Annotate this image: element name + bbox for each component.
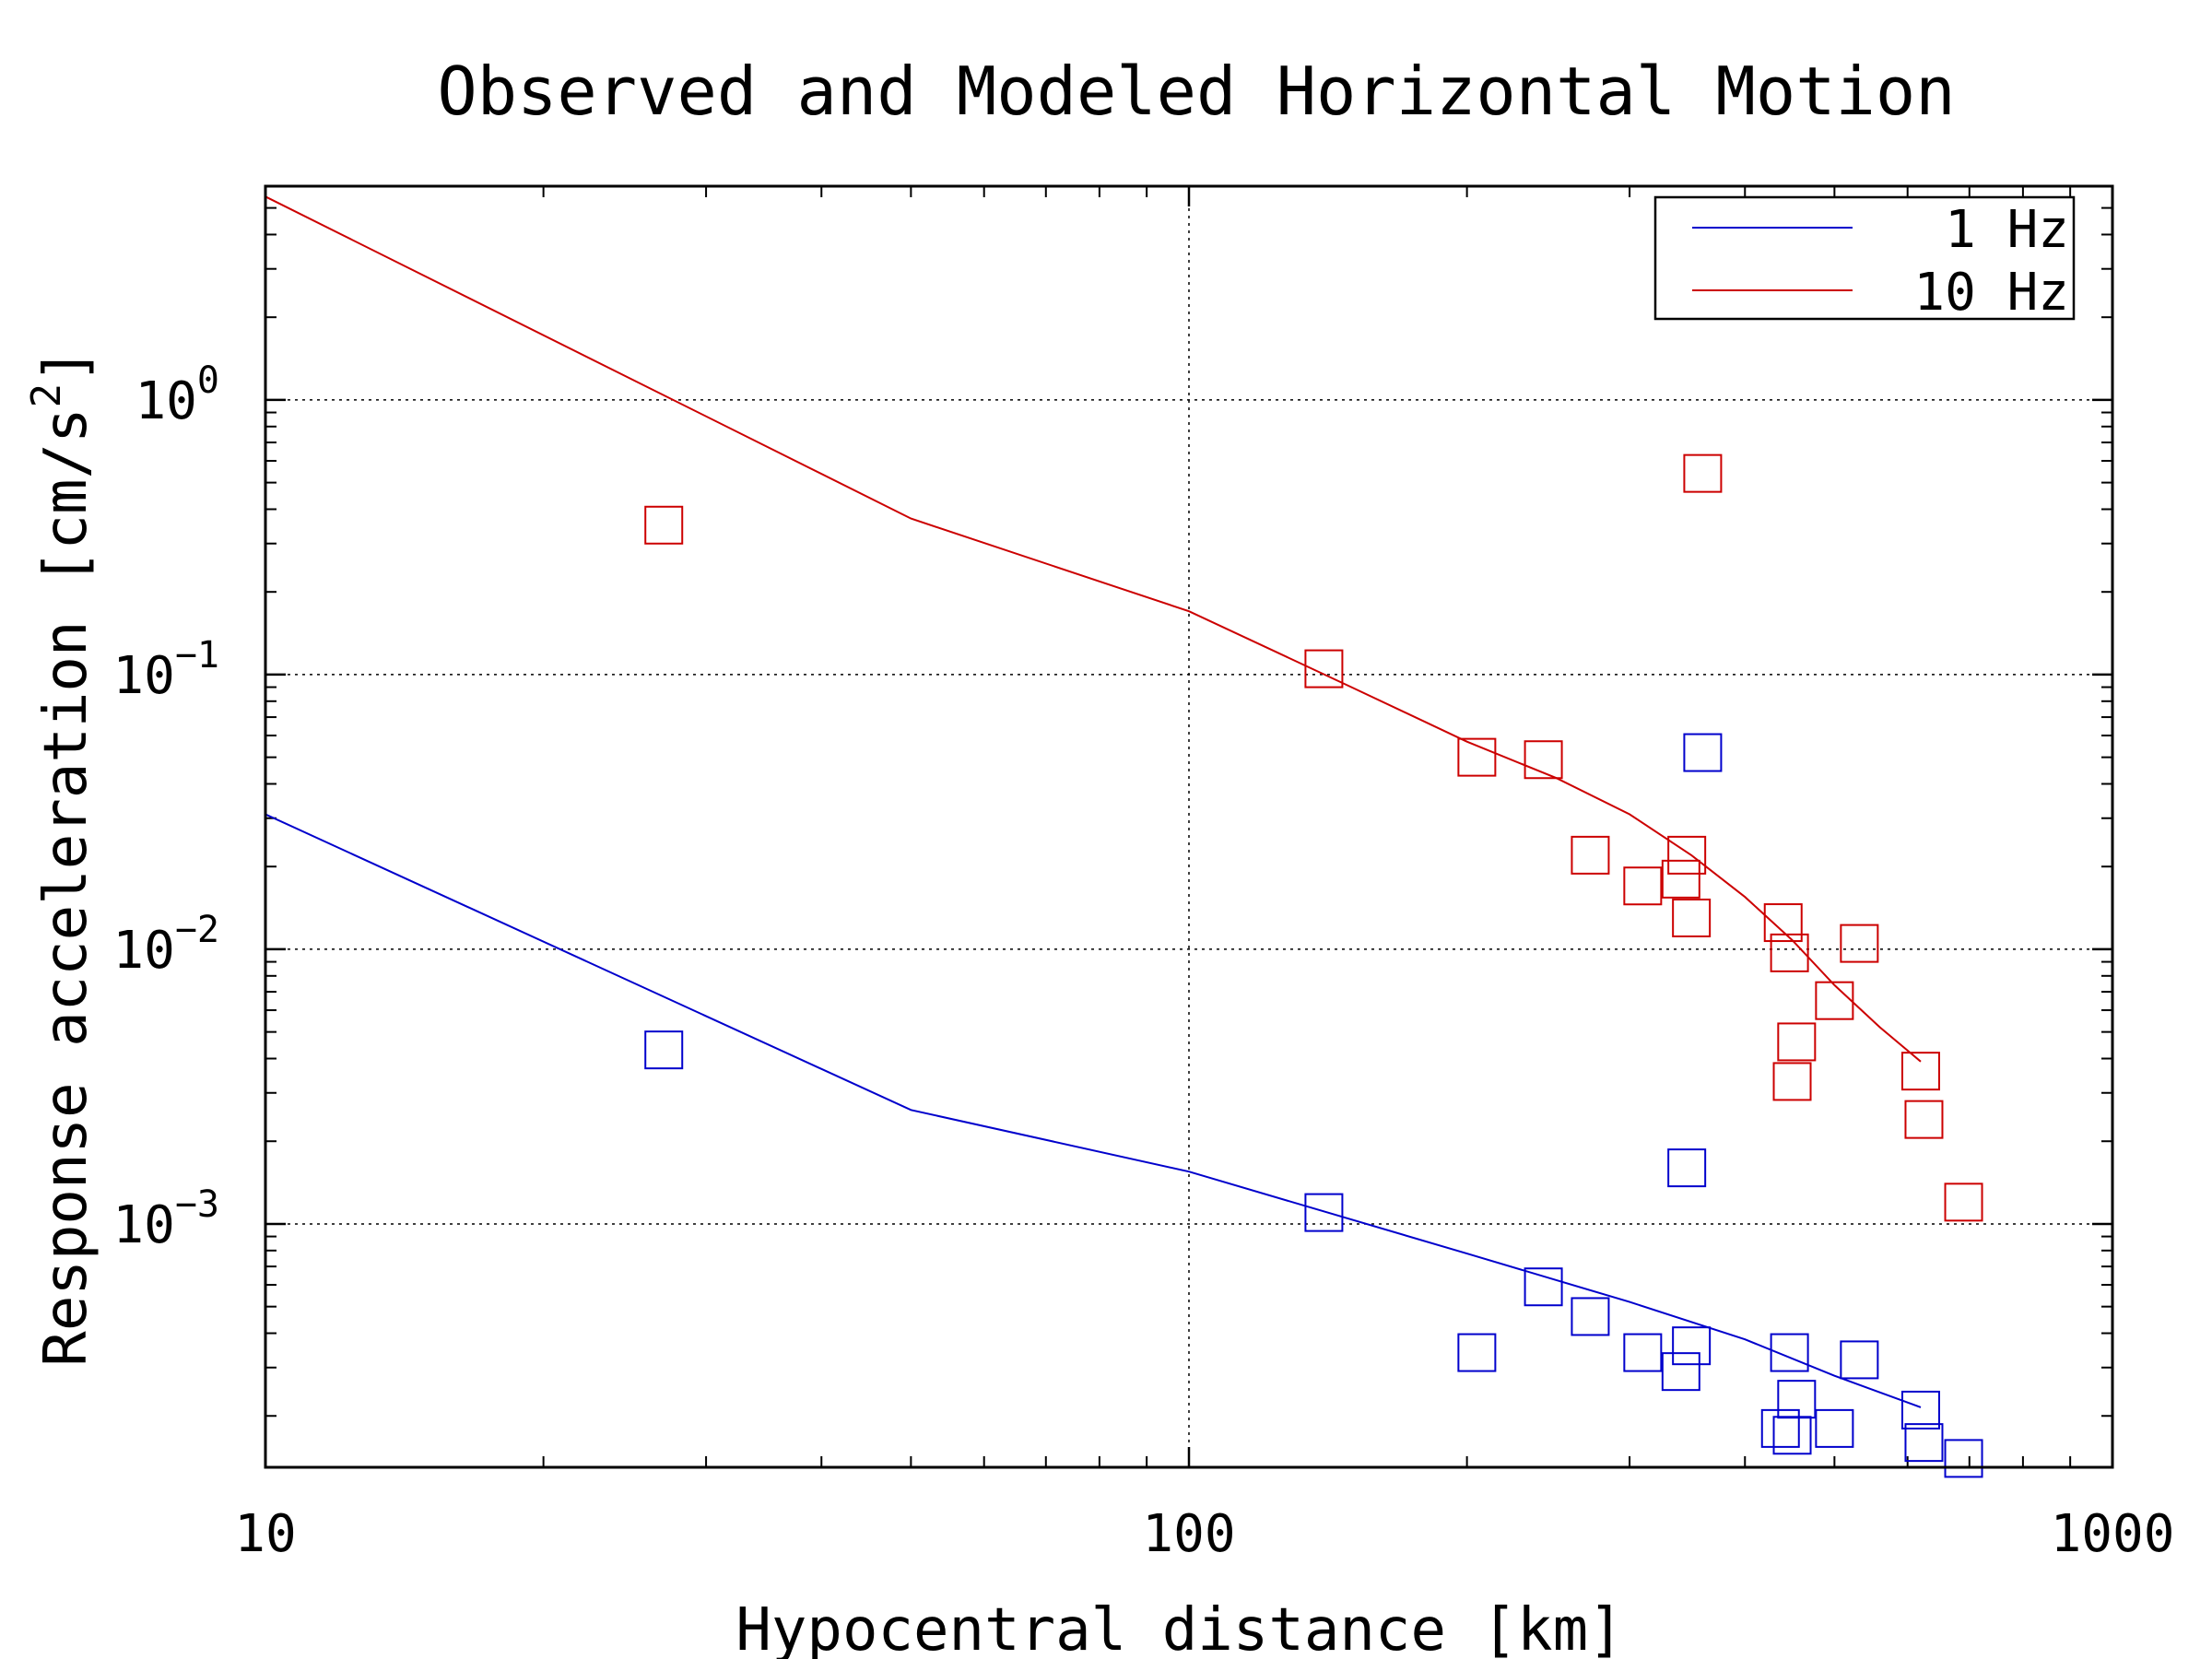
observed-marker-1hz [1904, 1423, 1944, 1463]
plot-frame [264, 184, 2114, 1469]
x-tick-label: 10 [234, 1504, 296, 1564]
observed-markers [644, 453, 1983, 1478]
observed-marker-10hz [1672, 898, 1712, 937]
model-lines [265, 195, 1922, 1408]
x-tick-labels: 10 100 1000 [234, 1504, 2174, 1564]
y-axis-label-close: ] [32, 347, 100, 383]
observed-marker-10hz [1661, 859, 1700, 899]
observed-marker-10hz [1815, 981, 1854, 1020]
y-tick-label: 10−2 [112, 909, 219, 981]
x-tick-label: 1000 [2051, 1504, 2175, 1564]
legend-box [1653, 195, 2076, 321]
y-tick-labels: 100 10−1 10−2 10−3 [112, 359, 219, 1255]
observed-marker-1hz [1623, 1333, 1663, 1372]
observed-marker-10hz [1944, 1182, 1983, 1222]
observed-marker-10hz [1904, 1100, 1944, 1139]
observed-marker-1hz [1840, 1340, 1879, 1380]
observed-marker-1hz [1304, 1193, 1344, 1232]
legend: 1 Hz 10 Hz [1653, 195, 2076, 323]
observed-marker-10hz [1524, 740, 1563, 780]
gridlines [265, 186, 2112, 1467]
observed-marker-10hz [1457, 737, 1497, 777]
observed-marker-1hz [1900, 1390, 1940, 1430]
y-tick-label: 100 [135, 359, 219, 431]
observed-marker-1hz [1661, 1352, 1700, 1392]
observed-marker-10hz [1571, 835, 1610, 875]
observed-marker-1hz [1683, 733, 1723, 772]
legend-label-1hz: 1 Hz [1945, 200, 2069, 260]
observed-marker-10hz [1683, 453, 1723, 493]
y-axis-label-superscript: 2 [23, 383, 70, 408]
chart-title: Observed and Modeled Horizontal Motion [437, 53, 1955, 130]
observed-marker-1hz [1944, 1439, 1983, 1478]
model-line-10hz [265, 195, 1922, 1063]
legend-label-10hz: 10 Hz [1913, 263, 2069, 323]
x-tick-label: 100 [1142, 1504, 1235, 1564]
y-tick-label: 10−3 [112, 1183, 219, 1255]
y-tick-label: 10−1 [112, 634, 219, 706]
observed-marker-1hz [644, 1030, 684, 1070]
observed-marker-1hz [1457, 1333, 1497, 1372]
observed-marker-10hz [644, 505, 684, 545]
observed-marker-10hz [1667, 835, 1707, 875]
observed-marker-10hz [1763, 903, 1803, 943]
y-axis-label: Response acceleration [cm/s2] [23, 347, 100, 1366]
observed-marker-1hz [1672, 1326, 1712, 1366]
observed-marker-1hz [1815, 1408, 1854, 1448]
observed-marker-1hz [1777, 1380, 1817, 1419]
observed-marker-1hz [1571, 1297, 1610, 1336]
observed-marker-1hz [1667, 1148, 1707, 1188]
observed-marker-1hz [1524, 1267, 1563, 1307]
observed-marker-10hz [1770, 933, 1809, 972]
observed-marker-10hz [1304, 649, 1344, 688]
y-axis-label-main: Response acceleration [cm/s [32, 407, 100, 1366]
observed-marker-10hz [1840, 924, 1879, 963]
model-line-1hz [265, 813, 1922, 1408]
observed-marker-10hz [1623, 866, 1663, 906]
observed-marker-1hz [1770, 1333, 1809, 1372]
observed-marker-10hz [1772, 1062, 1812, 1101]
x-axis-label: Hypocentral distance [km] [735, 1596, 1623, 1659]
observed-marker-10hz [1900, 1052, 1940, 1091]
observed-marker-10hz [1777, 1022, 1817, 1062]
observed-marker-1hz [1760, 1408, 1800, 1448]
